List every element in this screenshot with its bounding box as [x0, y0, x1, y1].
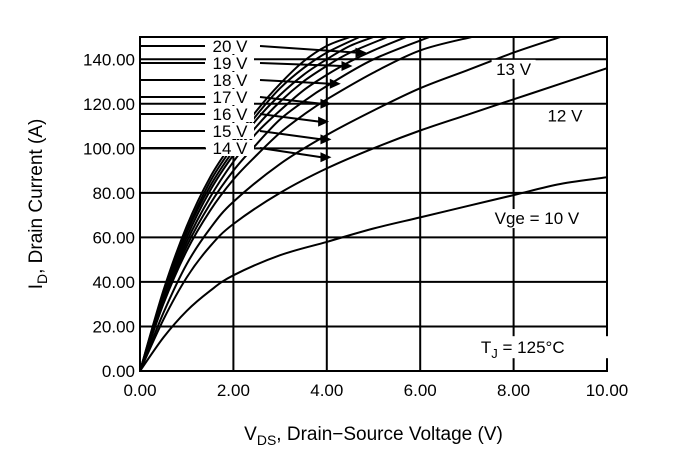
plot-frame — [139, 36, 608, 372]
y-tick-label: 120.00 — [83, 95, 135, 114]
curve-label-leader — [259, 96, 322, 105]
curve-label-background — [206, 106, 254, 122]
curve-label-background — [206, 123, 254, 139]
junction-temperature-annotation: TJ = 125°C — [481, 338, 565, 361]
arrowhead — [320, 152, 332, 163]
y-tick-label: 40.00 — [92, 273, 135, 292]
annotation-background — [476, 336, 609, 359]
curve-label-leader — [259, 113, 320, 123]
curve-label-leader — [259, 130, 322, 141]
arrowhead — [318, 116, 330, 127]
inline-curve-label: Vge = 10 V — [495, 209, 580, 228]
curve-label-leader — [259, 62, 343, 67]
x-tick-label: 10.00 — [586, 381, 629, 400]
y-tick-labels: 0.00 20.00 40.00 60.00 80.00 100.00 120.00 140.… — [83, 50, 135, 381]
series-line-18-v — [140, 37, 374, 371]
inline-label-background — [542, 106, 587, 126]
series-line-12-v — [140, 67, 607, 371]
inline-label-background — [491, 59, 536, 79]
series-line-13-v — [140, 37, 561, 371]
y-tick-label: 80.00 — [92, 184, 135, 203]
x-tick-label: 2.00 — [217, 381, 250, 400]
arrowhead — [355, 47, 367, 58]
curve-label-background — [206, 38, 254, 54]
series-line-vge-10-v — [140, 176, 607, 371]
series-line-14-v — [140, 37, 472, 371]
arrowhead — [341, 60, 353, 71]
curve-label-background — [206, 72, 254, 88]
curve-label: 16 V — [213, 105, 249, 124]
curve-label: 15 V — [213, 122, 249, 141]
curve-label-background — [206, 140, 254, 156]
x-tick-labels: 0.00 2.00 4.00 6.00 8.00 10.00 — [123, 381, 628, 400]
series-line-15-v — [140, 37, 430, 371]
y-axis-title: ID, Drain Current (A) — [26, 119, 50, 290]
curve-label: 14 V — [213, 139, 249, 158]
curve-label: 20 V — [213, 37, 249, 56]
curve-label-leader — [259, 147, 322, 159]
curve-label-leader — [259, 45, 357, 54]
x-tick-label: 6.00 — [404, 381, 437, 400]
inline-curve-label: 13 V — [496, 60, 532, 79]
x-tick-label: 4.00 — [310, 381, 343, 400]
arrowhead — [329, 78, 341, 89]
y-tick-label: 0.00 — [102, 362, 135, 381]
y-tick-label: 100.00 — [83, 139, 135, 158]
series-line-16-v — [140, 37, 407, 371]
curve-label-background — [206, 89, 254, 105]
x-axis-title: VDS, Drain−Source Voltage (V) — [244, 424, 503, 448]
curve-label: 19 V — [213, 54, 249, 73]
inline-curve-label: 12 V — [547, 107, 583, 126]
curve-label-background — [206, 55, 254, 71]
series-line-17-v — [140, 37, 388, 371]
y-tick-label: 20.00 — [92, 317, 135, 336]
x-tick-label: 8.00 — [497, 381, 530, 400]
y-tick-label: 60.00 — [92, 228, 135, 247]
curve-label: 17 V — [213, 88, 249, 107]
x-tick-label: 0.00 — [123, 381, 156, 400]
inline-label-background — [487, 209, 586, 229]
curves — [140, 37, 607, 371]
curve-label-leader — [259, 79, 331, 85]
arrowhead — [320, 98, 332, 109]
curve-labels: 20 V19 V18 V17 V16 V15 V14 V 13 V 12 V Vge … — [140, 37, 587, 229]
arrowhead — [320, 134, 332, 145]
y-tick-label: 140.00 — [83, 50, 135, 69]
curve-label: 18 V — [213, 71, 249, 90]
